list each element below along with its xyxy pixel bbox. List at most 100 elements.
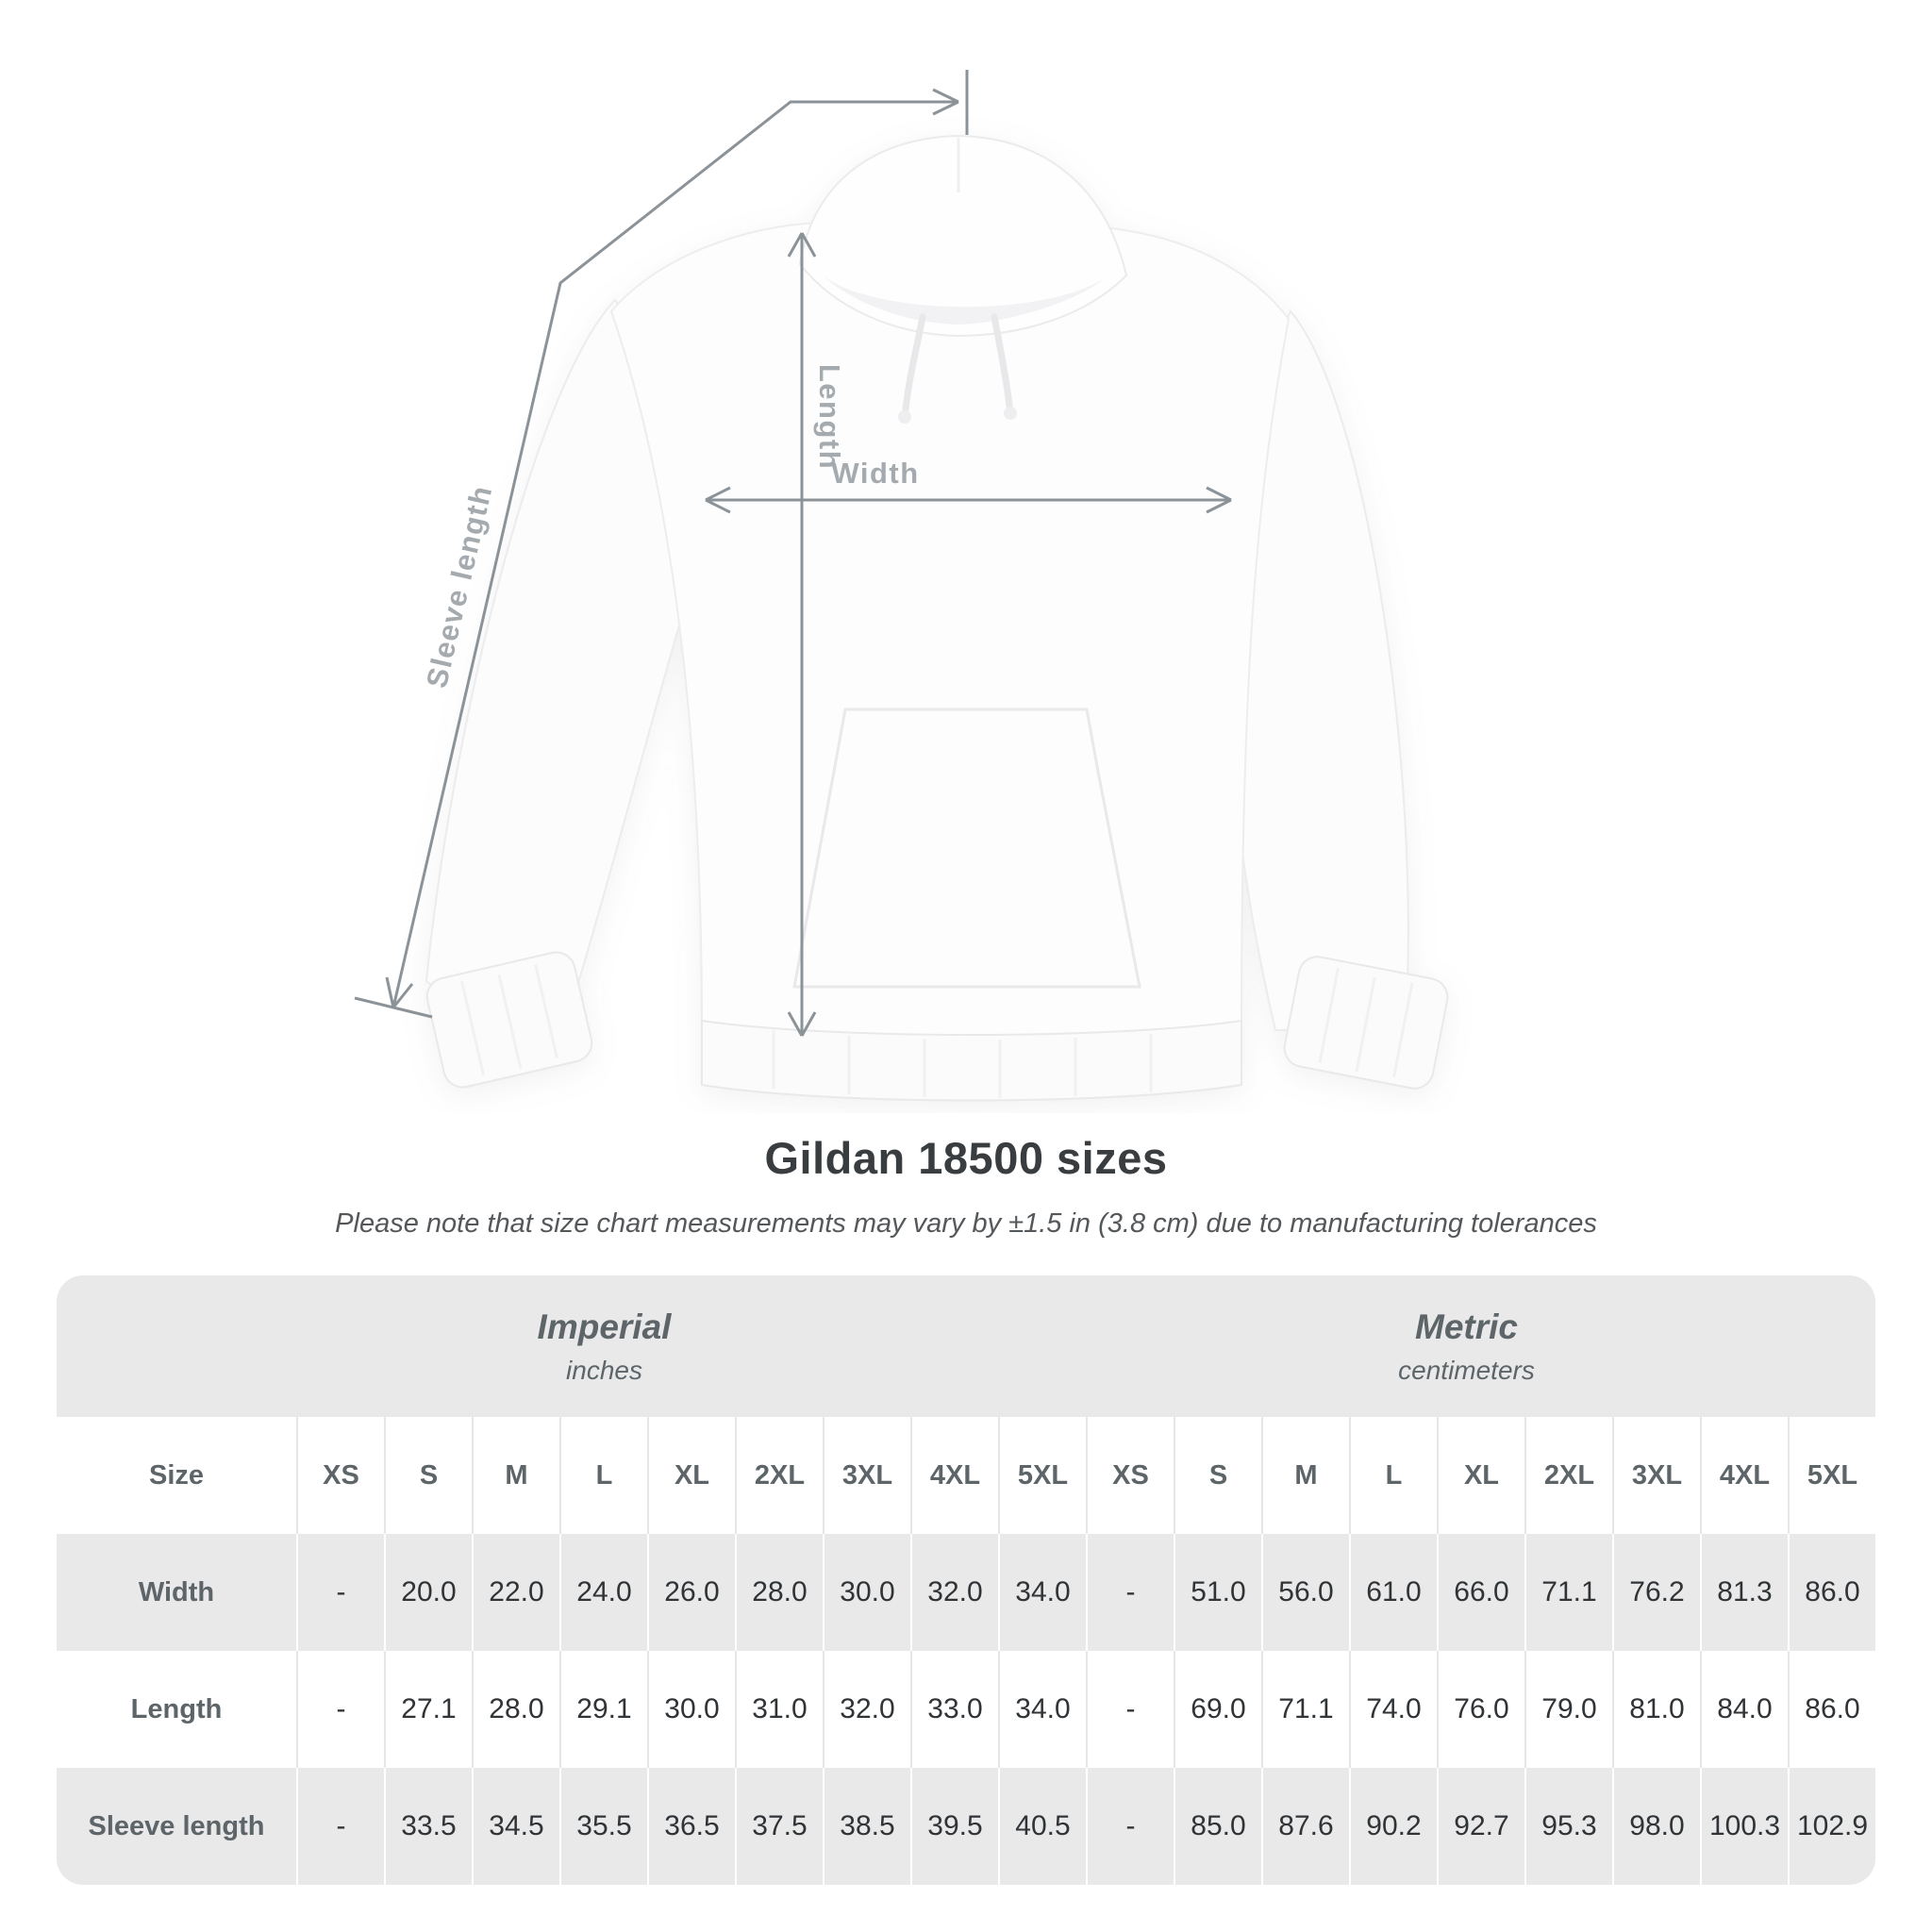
size-header-metric-m: M bbox=[1261, 1417, 1349, 1534]
cell-width-imperial-xl: 26.0 bbox=[647, 1534, 735, 1651]
cell-length-metric-m: 71.1 bbox=[1261, 1651, 1349, 1768]
cell-sleeve-length-metric-s: 85.0 bbox=[1174, 1768, 1261, 1885]
size-header-imperial-4xl: 4XL bbox=[910, 1417, 998, 1534]
hoodie-body bbox=[609, 221, 1291, 1042]
cell-width-imperial-m: 22.0 bbox=[472, 1534, 559, 1651]
length-arrowhead-top bbox=[787, 232, 817, 258]
cell-width-metric-xs: - bbox=[1086, 1534, 1174, 1651]
cell-width-metric-4xl: 81.3 bbox=[1700, 1534, 1788, 1651]
cell-length-imperial-4xl: 33.0 bbox=[910, 1651, 998, 1768]
cell-width-metric-3xl: 76.2 bbox=[1612, 1534, 1700, 1651]
cell-length-imperial-xs: - bbox=[296, 1651, 384, 1768]
tolerance-note: Please note that size chart measurements… bbox=[335, 1208, 1597, 1239]
cell-length-metric-l: 74.0 bbox=[1349, 1651, 1437, 1768]
size-header-metric-4xl: 4XL bbox=[1700, 1417, 1788, 1534]
hood-opening-shadow bbox=[823, 275, 1106, 325]
cell-length-imperial-l: 29.1 bbox=[559, 1651, 647, 1768]
size-header-imperial-xs: XS bbox=[296, 1417, 384, 1534]
cell-sleeve-length-metric-l: 90.2 bbox=[1349, 1768, 1437, 1885]
cell-length-metric-xl: 76.0 bbox=[1437, 1651, 1524, 1768]
width-label: Width bbox=[831, 457, 919, 490]
cell-sleeve-length-imperial-l: 35.5 bbox=[559, 1768, 647, 1885]
cell-length-metric-3xl: 81.0 bbox=[1612, 1651, 1700, 1768]
metric-header-title: Metric bbox=[1415, 1307, 1518, 1346]
cell-sleeve-length-imperial-5xl: 40.5 bbox=[998, 1768, 1086, 1885]
size-header-imperial-l: L bbox=[559, 1417, 647, 1534]
cell-width-metric-2xl: 71.1 bbox=[1524, 1534, 1612, 1651]
size-header-metric-3xl: 3XL bbox=[1612, 1417, 1700, 1534]
size-header-metric-xs: XS bbox=[1086, 1417, 1174, 1534]
cell-sleeve-length-metric-4xl: 100.3 bbox=[1700, 1768, 1788, 1885]
size-header-metric-xl: XL bbox=[1437, 1417, 1524, 1534]
hoodie-hem bbox=[701, 1019, 1242, 1102]
sleeve-length-line bbox=[391, 100, 958, 1008]
hoodie-hood bbox=[798, 134, 1128, 338]
cell-length-imperial-5xl: 34.0 bbox=[998, 1651, 1086, 1768]
size-header-imperial-m: M bbox=[472, 1417, 559, 1534]
cell-sleeve-length-imperial-s: 33.5 bbox=[384, 1768, 472, 1885]
size-table-grid: Size XS S M L XL 2XL 3XL 4XL 5XL XS S M L XL 2XL 3XL 4XL 5… bbox=[57, 1417, 1875, 1885]
row-label-sleeve-length: Sleeve length bbox=[57, 1768, 296, 1885]
cell-sleeve-length-metric-3xl: 98.0 bbox=[1612, 1768, 1700, 1885]
sleeve-length-arrowhead-top bbox=[932, 88, 959, 116]
length-arrowhead-bottom bbox=[787, 1011, 817, 1037]
size-header-imperial-s: S bbox=[384, 1417, 472, 1534]
cell-sleeve-length-metric-xl: 92.7 bbox=[1437, 1768, 1524, 1885]
drawstring-aglet-left bbox=[898, 410, 911, 424]
cell-length-metric-s: 69.0 bbox=[1174, 1651, 1261, 1768]
hoodie-drawstring-right bbox=[991, 313, 1013, 409]
hoodie-left-cuff bbox=[425, 951, 593, 1089]
cell-sleeve-length-imperial-xl: 36.5 bbox=[647, 1768, 735, 1885]
cell-length-imperial-xl: 30.0 bbox=[647, 1651, 735, 1768]
cell-width-imperial-s: 20.0 bbox=[384, 1534, 472, 1651]
width-arrowhead-left bbox=[705, 486, 731, 514]
hoodie-diagram: Sleeve length Length Width bbox=[354, 70, 1449, 1102]
row-label-width: Width bbox=[57, 1534, 296, 1651]
cell-sleeve-length-imperial-m: 34.5 bbox=[472, 1768, 559, 1885]
cell-length-metric-2xl: 79.0 bbox=[1524, 1651, 1612, 1768]
cell-width-metric-l: 61.0 bbox=[1349, 1534, 1437, 1651]
size-column-header: Size bbox=[57, 1417, 296, 1534]
size-header-metric-l: L bbox=[1349, 1417, 1437, 1534]
cell-sleeve-length-metric-xs: - bbox=[1086, 1768, 1174, 1885]
hoodie-diagram-svg: Sleeve length Length Width bbox=[354, 70, 1449, 1102]
row-label-length: Length bbox=[57, 1651, 296, 1768]
cell-width-metric-xl: 66.0 bbox=[1437, 1534, 1524, 1651]
hoodie-illustration bbox=[425, 134, 1449, 1102]
cell-length-imperial-s: 27.1 bbox=[384, 1651, 472, 1768]
cell-width-imperial-3xl: 30.0 bbox=[823, 1534, 910, 1651]
cell-sleeve-length-metric-5xl: 102.9 bbox=[1788, 1768, 1875, 1885]
caption-block: Gildan 18500 sizes Please note that size… bbox=[0, 1132, 1932, 1240]
sleeve-length-end-tick bbox=[354, 996, 433, 1019]
cell-length-imperial-m: 28.0 bbox=[472, 1651, 559, 1768]
cell-width-imperial-5xl: 34.0 bbox=[998, 1534, 1086, 1651]
size-header-imperial-xl: XL bbox=[647, 1417, 735, 1534]
size-header-metric-2xl: 2XL bbox=[1524, 1417, 1612, 1534]
imperial-header: Imperial inches bbox=[57, 1275, 1086, 1417]
hoodie-right-cuff bbox=[1283, 956, 1449, 1090]
size-header-metric-s: S bbox=[1174, 1417, 1261, 1534]
cell-sleeve-length-metric-m: 87.6 bbox=[1261, 1768, 1349, 1885]
metric-header-unit: centimeters bbox=[1398, 1355, 1535, 1385]
width-arrowhead-right bbox=[1206, 486, 1232, 514]
unit-header-band: Imperial inches Metric centimeters bbox=[57, 1275, 1875, 1417]
sleeve-length-arrowhead-bottom bbox=[385, 976, 414, 1008]
length-label: Length bbox=[813, 364, 846, 470]
cell-width-imperial-l: 24.0 bbox=[559, 1534, 647, 1651]
size-table: Imperial inches Metric centimeters Size X… bbox=[57, 1275, 1875, 1885]
cell-width-metric-s: 51.0 bbox=[1174, 1534, 1261, 1651]
page-title: Gildan 18500 sizes bbox=[764, 1133, 1168, 1183]
hoodie-drawstring-left bbox=[902, 313, 926, 413]
drawstring-aglet-right bbox=[1004, 407, 1017, 420]
cell-width-imperial-4xl: 32.0 bbox=[910, 1534, 998, 1651]
cell-sleeve-length-imperial-3xl: 38.5 bbox=[823, 1768, 910, 1885]
size-header-metric-5xl: 5XL bbox=[1788, 1417, 1875, 1534]
size-header-imperial-2xl: 2XL bbox=[735, 1417, 823, 1534]
cell-length-metric-5xl: 86.0 bbox=[1788, 1651, 1875, 1768]
cell-length-imperial-3xl: 32.0 bbox=[823, 1651, 910, 1768]
cell-length-metric-4xl: 84.0 bbox=[1700, 1651, 1788, 1768]
imperial-header-title: Imperial bbox=[537, 1307, 672, 1346]
hem-rib-texture bbox=[772, 1030, 1153, 1098]
imperial-header-unit: inches bbox=[566, 1355, 642, 1385]
size-header-imperial-5xl: 5XL bbox=[998, 1417, 1086, 1534]
